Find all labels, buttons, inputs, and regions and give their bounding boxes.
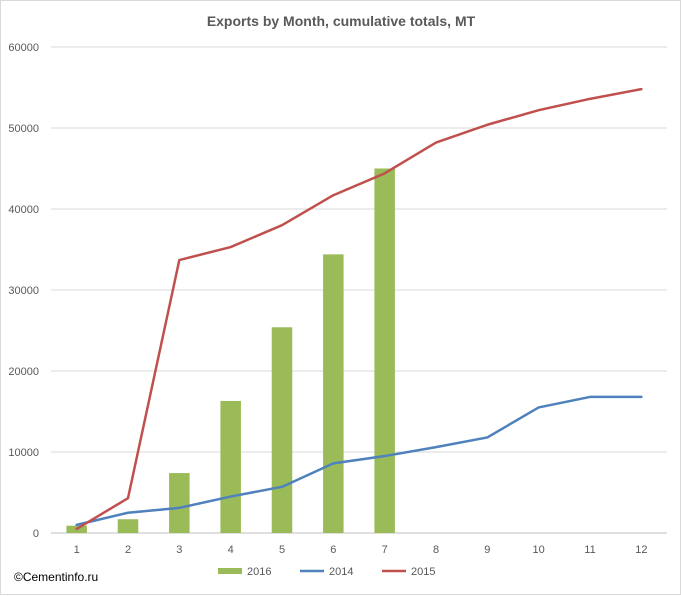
chart-title: Exports by Month, cumulative totals, MT [207, 13, 476, 29]
gridlines [51, 46, 667, 534]
bar-2016 [323, 254, 344, 534]
y-tick-label: 0 [33, 528, 39, 540]
x-tick-label: 7 [382, 544, 388, 556]
bar-2016 [220, 400, 241, 533]
legend-swatch-2016 [218, 568, 242, 574]
y-tick-label: 30000 [8, 285, 39, 297]
watermark-text: ©Cementinfo.ru [14, 570, 98, 584]
x-tick-label: 11 [584, 544, 595, 556]
y-tick-label: 20000 [8, 366, 39, 378]
line-series [75, 87, 643, 531]
bar-2016 [117, 519, 139, 533]
legend-label-2015: 2015 [411, 566, 435, 578]
legend-label-2014: 2014 [329, 566, 353, 578]
y-tick-label: 60000 [8, 42, 39, 54]
y-tick-label: 10000 [8, 447, 39, 459]
x-tick-label: 4 [228, 544, 234, 556]
x-tick-label: 3 [176, 544, 182, 556]
x-tick-label: 8 [433, 544, 439, 556]
x-tick-label: 5 [279, 544, 285, 556]
x-tick-label: 12 [635, 544, 647, 556]
y-tick-label: 40000 [8, 204, 39, 216]
bar-series [66, 168, 395, 534]
bar-2016 [271, 327, 293, 533]
x-tick-label: 1 [74, 544, 80, 556]
bar-2016 [169, 473, 190, 533]
line-2014 [75, 395, 643, 527]
legend: 2016 2014 2015 [218, 566, 435, 578]
x-tick-label: 9 [484, 544, 490, 556]
line-2015 [75, 87, 643, 531]
y-axis-ticks: 0 10000 20000 30000 40000 50000 60000 [8, 42, 39, 540]
legend-label-2016: 2016 [247, 566, 271, 578]
x-tick-label: 10 [533, 544, 545, 556]
y-tick-label: 50000 [8, 123, 39, 135]
x-tick-label: 6 [330, 544, 336, 556]
bar-2016 [374, 168, 395, 533]
x-axis-ticks: 1 2 3 4 5 6 7 8 9 10 11 12 [74, 544, 648, 556]
x-tick-label: 2 [125, 544, 131, 556]
